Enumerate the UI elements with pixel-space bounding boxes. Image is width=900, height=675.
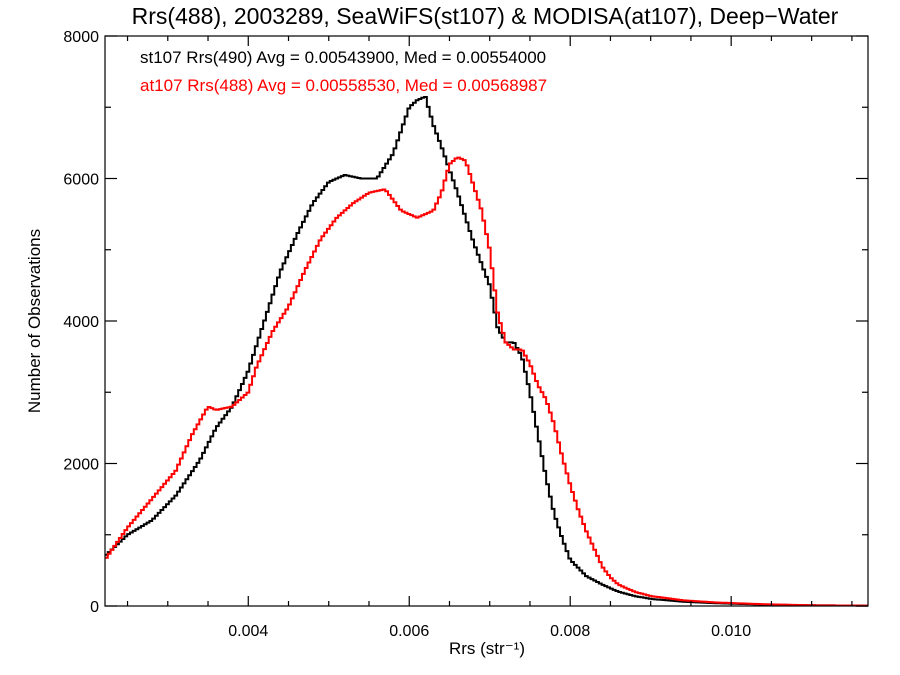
- y-tick-label: 6000: [63, 172, 99, 189]
- y-axis-label: Number of Observations: [25, 229, 44, 413]
- y-axis: 0 2000 4000 6000 8000: [63, 29, 868, 616]
- x-tick-label: 0.010: [711, 623, 751, 640]
- y-tick-label: 4000: [63, 314, 99, 331]
- series-layer: [105, 96, 868, 607]
- series-line-2: [105, 156, 868, 607]
- chart-title: Rrs(488), 2003289, SeaWiFS(st107) & MODI…: [132, 3, 839, 29]
- x-tick-label: 0.006: [389, 623, 429, 640]
- legend-entry-1: st107 Rrs(490) Avg = 0.00543900, Med = 0…: [140, 48, 546, 67]
- legend-entry-2: at107 Rrs(488) Avg = 0.00558530, Med = 0…: [140, 76, 547, 95]
- x-axis: 0.004 0.006 0.008 0.010: [126, 36, 853, 640]
- x-axis-label: Rrs (str⁻¹): [449, 639, 525, 658]
- y-tick-label: 0: [90, 599, 99, 616]
- y-tick-label: 8000: [63, 29, 99, 46]
- x-tick-label: 0.008: [550, 623, 590, 640]
- y-tick-label: 2000: [63, 457, 99, 474]
- x-tick-label: 0.004: [228, 623, 268, 640]
- legend: st107 Rrs(490) Avg = 0.00543900, Med = 0…: [140, 48, 547, 95]
